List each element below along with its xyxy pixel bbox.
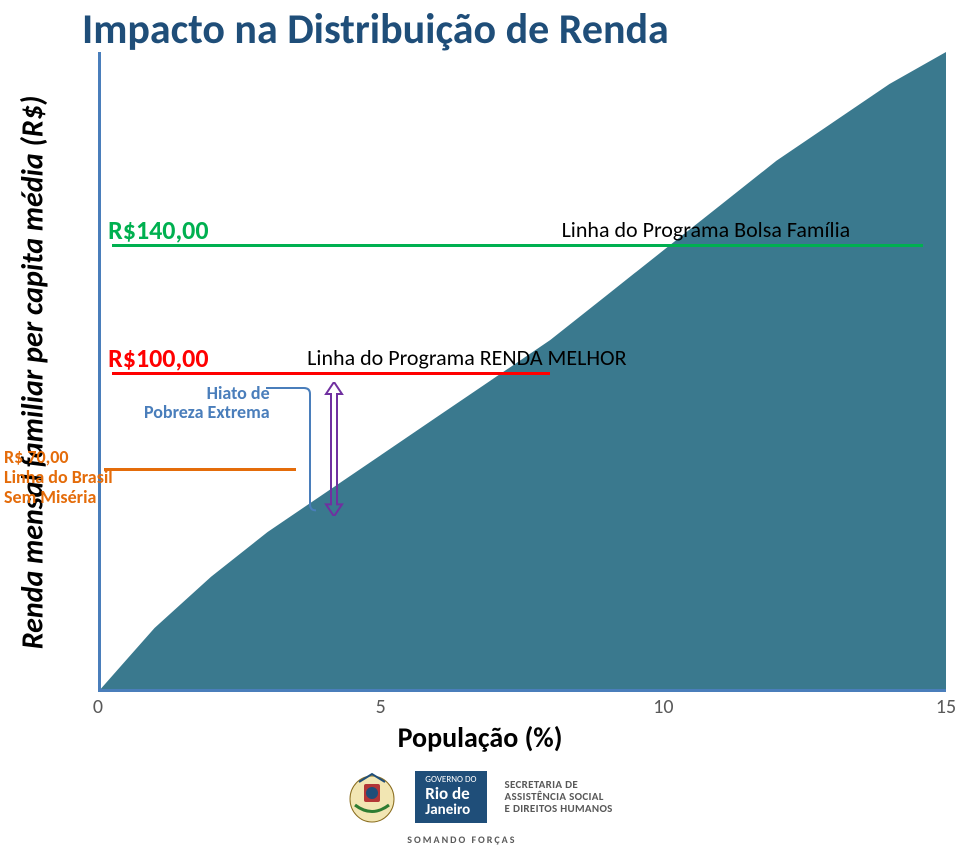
hiato-label: Hiato dePobreza Extrema [130,384,270,424]
reference-value-brasil_sem_miseria: R$ 70,00 [4,446,68,468]
reference-value-bolsa_familia: R$140,00 [108,214,208,246]
chart-title: Impacto na Distribuição de Renda [82,4,669,55]
reference-value-renda_melhor: R$100,00 [108,342,208,374]
x-tick-label: 15 [936,695,956,719]
x-tick-label: 0 [93,695,103,719]
sec-line3: E DIREITOS HUMANOS [505,803,613,815]
x-tick-label: 10 [653,695,673,719]
x-axis-line [98,689,946,692]
state-seal-icon [347,770,397,824]
x-axis-label: População (%) [0,720,960,755]
x-tick-label: 5 [376,695,386,719]
reference-label-bolsa_familia: Linha do Programa Bolsa Família [562,216,851,243]
hiato-double-arrow-icon [322,382,346,516]
reference-line-bolsa_familia [112,244,923,247]
gov-line3: Janeiro [425,803,476,819]
secretary-block: SECRETARIA DE ASSISTÊNCIA SOCIAL E DIREI… [505,779,613,815]
y-axis-label: Renda mensal familiar per capita média (… [15,95,52,649]
y-axis-label-container: Renda mensal familiar per capita média (… [0,52,66,692]
chart-plot-area: R$140,00 Linha do Programa Bolsa Família R… [98,52,946,692]
reference-label-renda_melhor: Linha do Programa RENDA MELHOR [307,344,626,371]
slogan-text: SOMANDO FORÇAS [407,833,516,846]
y-axis-line [98,52,101,692]
bsm-label: Linha do BrasilSem Miséria [4,468,113,508]
government-block: GOVERNO DO Rio de Janeiro [415,771,486,822]
hiato-bracket-icon [266,378,320,520]
footer-logos: GOVERNO DO Rio de Janeiro SECRETARIA DE … [0,758,960,836]
